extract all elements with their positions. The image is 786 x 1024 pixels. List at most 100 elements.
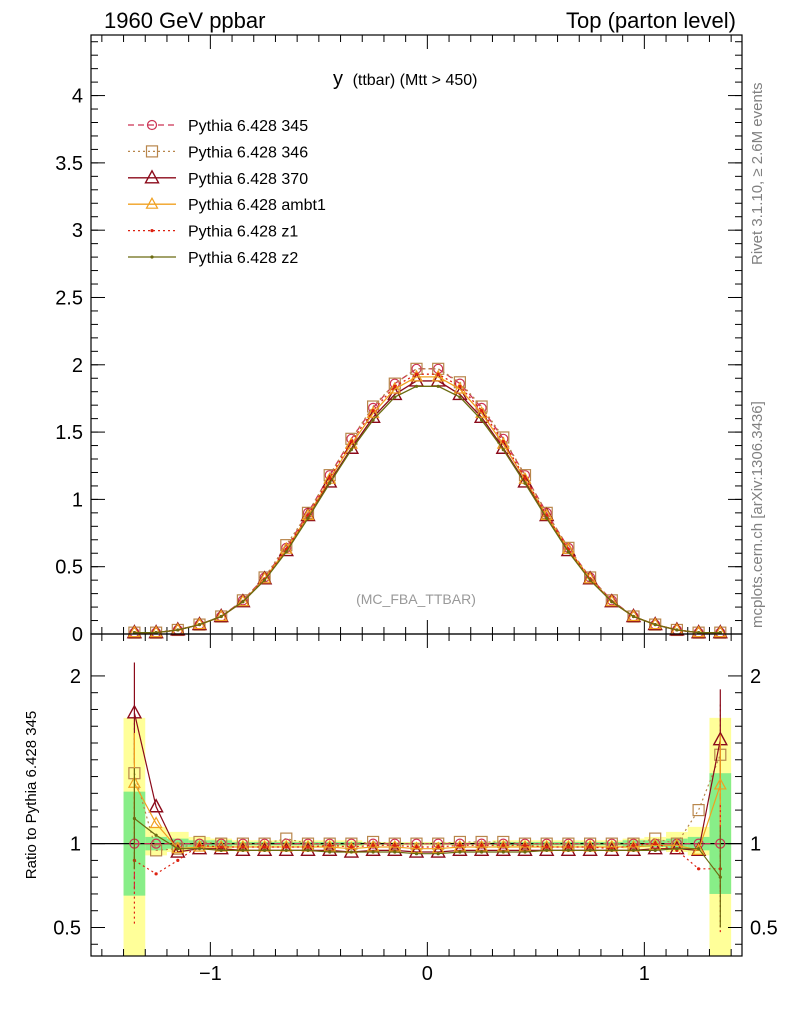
ratio-point xyxy=(631,848,636,852)
ratio-y-tick-label-right: 1 xyxy=(750,834,761,856)
ratio-point xyxy=(523,850,527,854)
legend-marker xyxy=(146,119,158,131)
ratio-point xyxy=(436,845,440,849)
data-point xyxy=(414,384,419,388)
data-point xyxy=(197,622,202,627)
ratio-series-line xyxy=(134,843,721,875)
header-right: Top (parton level) xyxy=(566,8,736,33)
ratio-point xyxy=(149,816,163,829)
data-point xyxy=(583,571,597,584)
ratio-y-tick-label: 1 xyxy=(70,834,81,856)
watermark: (MC_FBA_TTBAR) xyxy=(356,591,476,607)
x-tick-label: −1 xyxy=(199,963,222,985)
ratio-point xyxy=(393,850,397,854)
ratio-point xyxy=(692,843,706,855)
main-plot: 0 0.5 1 1.5 2 2.5 3 3.5 4 xyxy=(55,34,743,646)
ratio-series-line xyxy=(133,712,721,853)
ratio-point xyxy=(582,841,598,857)
ratio-point xyxy=(148,798,164,813)
ratio-point xyxy=(300,841,316,857)
data-point xyxy=(692,625,706,638)
ratio-point xyxy=(241,845,245,849)
ratio-point xyxy=(263,845,267,849)
ratio-point xyxy=(653,842,657,846)
data-point xyxy=(713,625,727,638)
ratio-point xyxy=(132,816,136,821)
data-point xyxy=(322,473,338,488)
ratio-point xyxy=(365,841,381,857)
ratio-y-tick-label-right: 2 xyxy=(750,666,761,688)
y-tick-label: 1 xyxy=(72,489,83,511)
y-tick-label: 4 xyxy=(72,86,83,108)
ratio-point xyxy=(328,850,332,854)
data-point xyxy=(523,476,527,480)
data-point xyxy=(284,550,288,554)
side-rivet: Rivet 3.1.10, ≥ 2.6M events xyxy=(749,83,766,266)
ratio-point xyxy=(393,843,397,847)
ratio-point xyxy=(539,841,555,857)
data-point xyxy=(458,395,462,399)
ratio-point xyxy=(458,843,462,847)
ratio-point xyxy=(322,841,338,857)
ratio-point xyxy=(235,841,251,857)
ratio-y-tick-label: 0.5 xyxy=(53,917,81,939)
data-point xyxy=(219,614,223,619)
header-left: 1960 GeV ppbar xyxy=(104,8,265,33)
ratio-point xyxy=(414,852,419,856)
ratio-point xyxy=(692,803,705,817)
data-point xyxy=(349,439,353,444)
ratio-series-line xyxy=(134,818,721,878)
ratio-point xyxy=(473,841,490,857)
data-point xyxy=(523,481,527,485)
ratio-point xyxy=(371,850,375,854)
data-point xyxy=(214,609,228,622)
x-tick-label: 1 xyxy=(639,963,650,985)
ratio-point xyxy=(170,843,186,858)
ratio-point xyxy=(631,843,636,847)
ratio-point xyxy=(150,844,163,857)
ratio-point xyxy=(197,847,202,851)
ratio-point xyxy=(284,848,288,852)
legend-marker xyxy=(145,145,159,158)
data-point xyxy=(149,625,163,638)
ratio-point xyxy=(154,872,158,876)
ratio-point xyxy=(349,850,353,854)
ratio-point xyxy=(323,837,336,850)
ratio-point xyxy=(458,850,462,854)
ratio-point xyxy=(498,838,509,849)
data-point xyxy=(501,439,505,444)
data-point xyxy=(501,447,505,452)
ratio-point xyxy=(518,837,532,850)
ratio-point xyxy=(241,848,245,852)
ratio-point xyxy=(263,848,267,852)
data-point xyxy=(328,476,332,480)
ratio-point xyxy=(610,848,614,852)
data-point xyxy=(475,405,489,418)
ratio-point xyxy=(408,843,425,858)
ratio-frame xyxy=(90,633,743,957)
plot-title: y (ttbar) (Mtt > 450) xyxy=(333,68,477,90)
legend-marker xyxy=(145,196,159,209)
ratio-point xyxy=(349,845,353,849)
side-mcplots: mcplots.cern.ch [arXiv:1306.3436] xyxy=(749,401,766,628)
ratio-point xyxy=(647,840,663,855)
series-line xyxy=(134,385,721,634)
legend-label: Pythia 6.428 ambt1 xyxy=(188,197,326,214)
ratio-point xyxy=(452,841,468,857)
ratio-point xyxy=(154,833,158,837)
legend-label: Pythia 6.428 370 xyxy=(188,171,308,188)
ratio-plot: −1 0 1 0.5 0.5 1 1 2 2 xyxy=(53,633,778,985)
ratio-point xyxy=(278,841,294,857)
ratio-y-tick-label: 2 xyxy=(70,666,81,688)
ratio-point xyxy=(588,845,592,849)
ratio-point xyxy=(256,841,273,857)
data-point xyxy=(241,600,245,604)
data-point xyxy=(431,369,445,382)
data-point xyxy=(653,622,657,627)
data-point xyxy=(366,405,380,418)
legend-marker xyxy=(150,255,154,259)
ratio-point xyxy=(718,875,722,879)
ratio-point xyxy=(387,841,403,857)
data-point xyxy=(626,609,641,622)
